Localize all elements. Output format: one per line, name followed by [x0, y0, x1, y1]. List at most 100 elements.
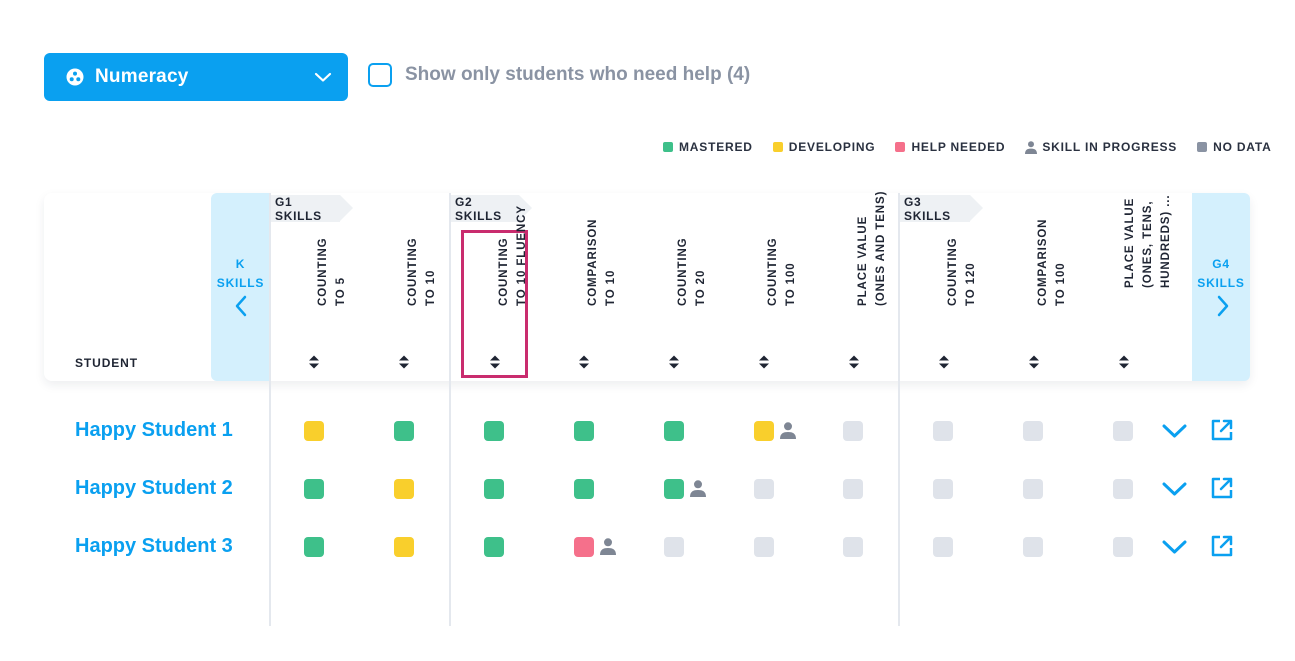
- column-title-line: HUNDREDS) ...: [1160, 194, 1172, 288]
- sort-icon[interactable]: [398, 355, 410, 369]
- need-help-checkbox[interactable]: [368, 63, 392, 87]
- skill-cell-mastered[interactable]: [664, 479, 684, 499]
- column-title-line: COUNTING: [317, 237, 329, 306]
- column-place-value-ones-tens-hundreds[interactable]: PLACE VALUE (ONES, TENS, HUNDREDS) ...: [1094, 195, 1172, 378]
- skill-cell-mastered[interactable]: [394, 421, 414, 441]
- person-icon: [780, 422, 796, 439]
- column-title-line: COMPARISON: [587, 218, 599, 306]
- column-title: COUNTING TO 20: [674, 237, 710, 306]
- skill-cell-nodata[interactable]: [754, 479, 774, 499]
- chevron-down-icon[interactable]: [1162, 423, 1187, 439]
- prev-grade-button[interactable]: K SKILLS: [211, 193, 270, 381]
- column-title-line: TO 20: [695, 269, 707, 306]
- chevron-down-icon: [314, 72, 332, 82]
- skill-cell-nodata[interactable]: [843, 537, 863, 557]
- skill-cell-developing[interactable]: [394, 479, 414, 499]
- column-title-line: (ONES AND TENS): [875, 190, 887, 306]
- legend-item-help-needed: HELP NEEDED: [895, 140, 1005, 154]
- mastered-swatch: [663, 142, 673, 152]
- skill-cell-nodata[interactable]: [843, 421, 863, 441]
- skill-cell-mastered[interactable]: [574, 421, 594, 441]
- column-title-line: PLACE VALUE: [857, 215, 869, 306]
- skill-cell-mastered[interactable]: [304, 537, 324, 557]
- column-title-line: COUNTING: [947, 237, 959, 306]
- sort-icon[interactable]: [1028, 355, 1040, 369]
- chevron-down-icon[interactable]: [1162, 481, 1187, 497]
- student-column-header: STUDENT: [75, 356, 138, 370]
- subject-dropdown[interactable]: Numeracy: [44, 53, 348, 101]
- student-name-link[interactable]: Happy Student 2: [75, 477, 233, 499]
- student-name-link[interactable]: Happy Student 1: [75, 419, 233, 441]
- skill-cell-mastered[interactable]: [484, 421, 504, 441]
- column-title-line: COUNTING: [677, 237, 689, 306]
- sort-icon[interactable]: [489, 355, 501, 369]
- developing-swatch: [772, 142, 783, 152]
- column-place-value-ones-tens[interactable]: PLACE VALUE (ONES AND TENS): [824, 191, 887, 378]
- column-counting-to-20[interactable]: COUNTING TO 20: [644, 230, 707, 378]
- external-link-icon[interactable]: [1210, 476, 1234, 500]
- skill-cell-help[interactable]: [574, 537, 594, 557]
- sort-icon[interactable]: [1118, 355, 1130, 369]
- sort-icon[interactable]: [938, 355, 950, 369]
- skill-cell-nodata[interactable]: [933, 537, 953, 557]
- sort-icon[interactable]: [848, 355, 860, 369]
- skill-cell-developing[interactable]: [394, 537, 414, 557]
- sort-icon[interactable]: [668, 355, 680, 369]
- skill-cell-mastered[interactable]: [484, 537, 504, 557]
- skill-cell-mastered[interactable]: [304, 479, 324, 499]
- column-title: PLACE VALUE (ONES, TENS, HUNDREDS) ...: [1121, 195, 1175, 288]
- skill-cell-nodata[interactable]: [1023, 479, 1043, 499]
- prev-grade-label-line: K: [235, 257, 246, 271]
- column-comparison-to-100[interactable]: COMPARISON TO 100: [1004, 219, 1067, 378]
- column-counting-to-10-fluency[interactable]: COUNTING TO 10 FLUENCY: [461, 205, 528, 378]
- grade-divider: [898, 193, 900, 626]
- skill-cell-nodata[interactable]: [843, 479, 863, 499]
- next-grade-label-line: G4: [1212, 257, 1230, 271]
- skill-cell-nodata[interactable]: [664, 537, 684, 557]
- skill-cell-nodata[interactable]: [1113, 537, 1133, 557]
- column-counting-to-10[interactable]: COUNTING TO 10: [374, 230, 437, 378]
- legend-label: MASTERED: [679, 140, 753, 154]
- next-grade-button[interactable]: G4 SKILLS: [1192, 193, 1250, 381]
- need-help-filter[interactable]: Show only students who need help (4): [368, 63, 750, 87]
- grade-tab-label: G2 SKILLS: [455, 194, 502, 223]
- skill-cell-nodata[interactable]: [1023, 421, 1043, 441]
- external-link-icon[interactable]: [1210, 418, 1234, 442]
- column-comparison-to-10[interactable]: COMPARISON TO 10: [554, 219, 617, 378]
- column-title-line: COUNTING: [767, 237, 779, 306]
- prev-grade-label-line: SKILLS: [216, 276, 265, 290]
- sort-icon[interactable]: [308, 355, 320, 369]
- skill-cell-nodata[interactable]: [1023, 537, 1043, 557]
- chevron-down-icon[interactable]: [1162, 539, 1187, 555]
- prev-grade-label: K SKILLS: [211, 255, 270, 293]
- grade-tab-g2: G2 SKILLS: [451, 194, 532, 223]
- legend-label: HELP NEEDED: [911, 140, 1006, 154]
- person-icon: [1025, 140, 1038, 154]
- student-name-link[interactable]: Happy Student 3: [75, 535, 233, 557]
- chevron-right-icon: [1217, 295, 1229, 317]
- grade-tab-g1: G1 SKILLS: [271, 195, 353, 223]
- column-title: COUNTING TO 100: [764, 237, 800, 306]
- skill-cell-nodata[interactable]: [933, 421, 953, 441]
- skill-cell-nodata[interactable]: [1113, 421, 1133, 441]
- skill-cell-nodata[interactable]: [754, 537, 774, 557]
- column-counting-to-5[interactable]: COUNTING TO 5: [284, 230, 347, 378]
- skill-cell-mastered[interactable]: [484, 479, 504, 499]
- skill-cell-mastered[interactable]: [664, 421, 684, 441]
- skill-cell-nodata[interactable]: [933, 479, 953, 499]
- column-title: COMPARISON TO 100: [1034, 219, 1070, 306]
- sort-icon[interactable]: [758, 355, 770, 369]
- skill-cell-developing[interactable]: [754, 421, 774, 441]
- legend-label: DEVELOPING: [788, 140, 876, 154]
- column-counting-to-100[interactable]: COUNTING TO 100: [734, 230, 797, 378]
- skill-cell-developing[interactable]: [304, 421, 324, 441]
- column-title-line: TO 10 FLUENCY: [515, 205, 528, 306]
- legend-item-no-data: NO DATA: [1197, 140, 1271, 154]
- column-title-line: COUNTING: [407, 237, 419, 306]
- skill-cell-nodata[interactable]: [1113, 479, 1133, 499]
- skill-cell-mastered[interactable]: [574, 479, 594, 499]
- external-link-icon[interactable]: [1210, 534, 1234, 558]
- legend-item-mastered: MASTERED: [663, 140, 753, 154]
- column-counting-to-120[interactable]: COUNTING TO 120: [914, 230, 977, 378]
- sort-icon[interactable]: [578, 355, 590, 369]
